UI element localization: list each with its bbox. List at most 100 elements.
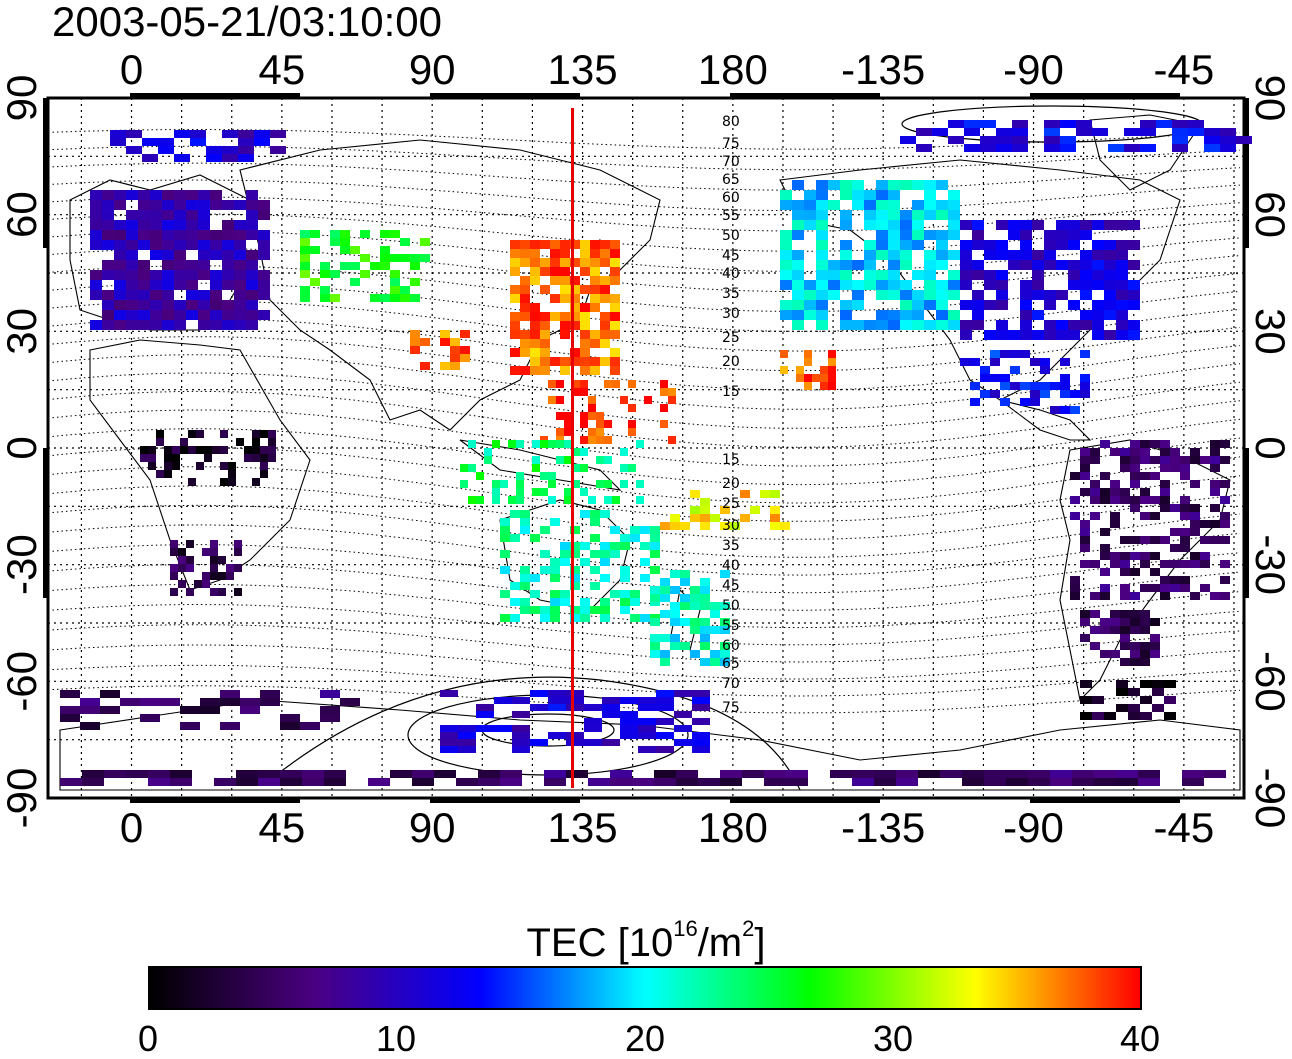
tec-cell bbox=[492, 480, 500, 488]
tec-cell bbox=[780, 270, 792, 280]
tec-cell bbox=[1190, 520, 1200, 528]
tec-cell bbox=[948, 120, 964, 128]
tec-cell bbox=[492, 440, 500, 448]
tec-cell bbox=[912, 230, 924, 240]
tec-cell bbox=[570, 574, 580, 582]
tec-cell bbox=[660, 522, 670, 530]
tec-cell bbox=[126, 280, 138, 290]
tec-cell bbox=[1056, 230, 1068, 240]
tec-cell bbox=[1120, 642, 1130, 650]
tec-cell bbox=[984, 330, 996, 340]
tec-cell bbox=[1070, 472, 1080, 480]
tec-cell bbox=[912, 240, 924, 250]
tec-cell bbox=[1020, 290, 1032, 300]
tec-cell bbox=[548, 496, 556, 504]
tec-cell bbox=[570, 276, 580, 285]
tec-cell bbox=[650, 618, 660, 626]
tec-cell bbox=[1080, 634, 1090, 642]
tec-cell bbox=[792, 300, 804, 310]
tec-cell bbox=[234, 588, 242, 596]
tec-cell bbox=[412, 770, 434, 778]
tec-cell bbox=[258, 310, 270, 320]
tec-cell bbox=[500, 526, 510, 534]
tec-cell bbox=[560, 285, 570, 294]
tec-cell bbox=[114, 290, 126, 300]
tec-cell bbox=[584, 725, 602, 732]
tec-cell bbox=[580, 339, 590, 348]
tec-cell bbox=[792, 210, 804, 220]
contour-line bbox=[47, 129, 1241, 150]
tec-cell bbox=[544, 778, 566, 786]
tec-cell bbox=[512, 732, 530, 739]
tec-cell bbox=[1092, 270, 1104, 280]
tec-cell bbox=[600, 330, 610, 339]
tec-cell bbox=[668, 388, 676, 396]
tec-cell bbox=[948, 310, 960, 320]
tec-cell bbox=[222, 320, 234, 330]
tec-cell bbox=[984, 240, 996, 250]
longitude-tick-label: 90 bbox=[409, 804, 456, 851]
tec-cell bbox=[138, 280, 150, 290]
tec-cell bbox=[692, 718, 710, 725]
tec-cell bbox=[114, 220, 126, 230]
tec-cell bbox=[816, 200, 828, 210]
tec-cell bbox=[1056, 220, 1068, 230]
contour-line bbox=[47, 372, 1241, 429]
tec-cell bbox=[1020, 320, 1032, 330]
tec-cell bbox=[840, 180, 852, 190]
tec-cell bbox=[320, 706, 340, 714]
tec-cell bbox=[1116, 704, 1128, 712]
tec-cell bbox=[960, 280, 972, 290]
tec-cell bbox=[1140, 536, 1150, 544]
tec-cell bbox=[876, 320, 888, 330]
tec-cell bbox=[330, 270, 340, 278]
tec-cell bbox=[458, 725, 476, 732]
tec-cell bbox=[390, 294, 400, 302]
tec-cell bbox=[60, 714, 80, 722]
tec-cell bbox=[220, 698, 240, 706]
tec-cell bbox=[828, 270, 840, 280]
tec-cell bbox=[510, 240, 520, 249]
tec-cell bbox=[980, 120, 996, 128]
tec-cell bbox=[164, 462, 172, 470]
tec-cell bbox=[174, 300, 186, 310]
tec-cell bbox=[1190, 560, 1200, 568]
tec-cell bbox=[1220, 144, 1236, 152]
tec-cell bbox=[138, 260, 150, 270]
tec-cell bbox=[630, 614, 640, 622]
tec-cell bbox=[258, 270, 270, 280]
tec-cell bbox=[1100, 584, 1110, 592]
tec-cell bbox=[516, 488, 524, 496]
tec-cell bbox=[320, 262, 330, 270]
tec-cell bbox=[1150, 496, 1160, 504]
tec-cell bbox=[1120, 560, 1130, 568]
tec-cell bbox=[864, 280, 876, 290]
tec-cell bbox=[1152, 704, 1164, 712]
tec-cell bbox=[1012, 144, 1028, 152]
tec-cell bbox=[114, 190, 126, 200]
tec-cell bbox=[550, 249, 560, 258]
tec-cell bbox=[550, 590, 560, 598]
tec-cell bbox=[864, 240, 876, 250]
tec-cell bbox=[560, 550, 570, 558]
tec-cell bbox=[476, 496, 484, 504]
tec-cell bbox=[590, 339, 600, 348]
tec-cell bbox=[1120, 456, 1130, 464]
tec-cell bbox=[852, 320, 864, 330]
tec-cell bbox=[896, 778, 918, 786]
tec-cell bbox=[1140, 456, 1150, 464]
tec-cell bbox=[1032, 290, 1044, 300]
tec-cell bbox=[964, 128, 980, 136]
tec-cell bbox=[1150, 642, 1160, 650]
tec-cell bbox=[1160, 440, 1170, 448]
tec-cell bbox=[1170, 528, 1180, 536]
tec-cell bbox=[252, 438, 260, 446]
tec-cell bbox=[620, 396, 628, 404]
tec-cell bbox=[1130, 650, 1140, 658]
tec-cell bbox=[1104, 270, 1116, 280]
tec-cell bbox=[1032, 260, 1044, 270]
colorbar-tick-label: 10 bbox=[375, 1018, 417, 1059]
tec-cell bbox=[690, 650, 700, 658]
tec-cell bbox=[196, 430, 204, 438]
tec-cell bbox=[222, 200, 234, 210]
